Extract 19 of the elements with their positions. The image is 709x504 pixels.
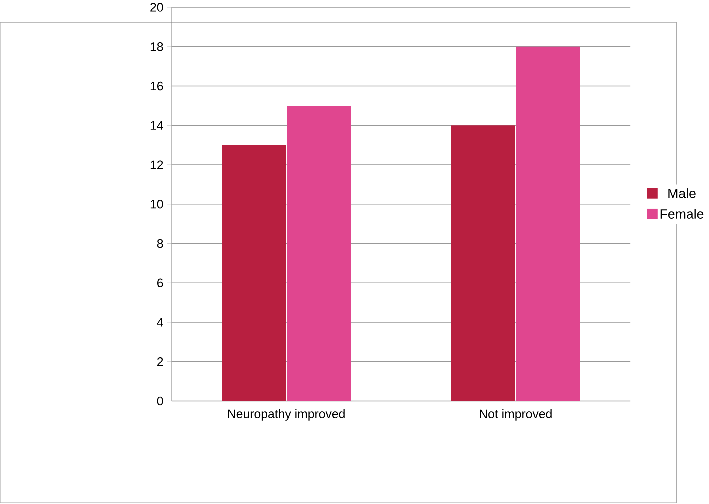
y-tick-label: 8 — [157, 240, 164, 248]
y-tick-label: 12 — [150, 160, 164, 170]
x-tick-label: Neuropathy improved — [228, 410, 345, 422]
bar — [287, 106, 352, 402]
bar — [451, 126, 516, 402]
bar — [516, 47, 580, 402]
y-tick-label: 0 — [157, 397, 164, 406]
legend-label: Female — [660, 209, 704, 220]
y-tick-label: 16 — [150, 82, 164, 91]
bar — [222, 146, 286, 402]
y-tick-label: 20 — [150, 3, 164, 12]
y-tick-label: 10 — [150, 200, 164, 210]
x-tick-label: Not improved — [480, 410, 552, 422]
y-tick-label: 14 — [150, 122, 164, 130]
y-tick-label: 6 — [158, 278, 164, 288]
y-tick-label: 18 — [150, 42, 164, 52]
y-tick-label: 2 — [158, 358, 164, 366]
legend-label: Male — [668, 188, 696, 199]
y-tick-label: 4 — [157, 318, 164, 328]
